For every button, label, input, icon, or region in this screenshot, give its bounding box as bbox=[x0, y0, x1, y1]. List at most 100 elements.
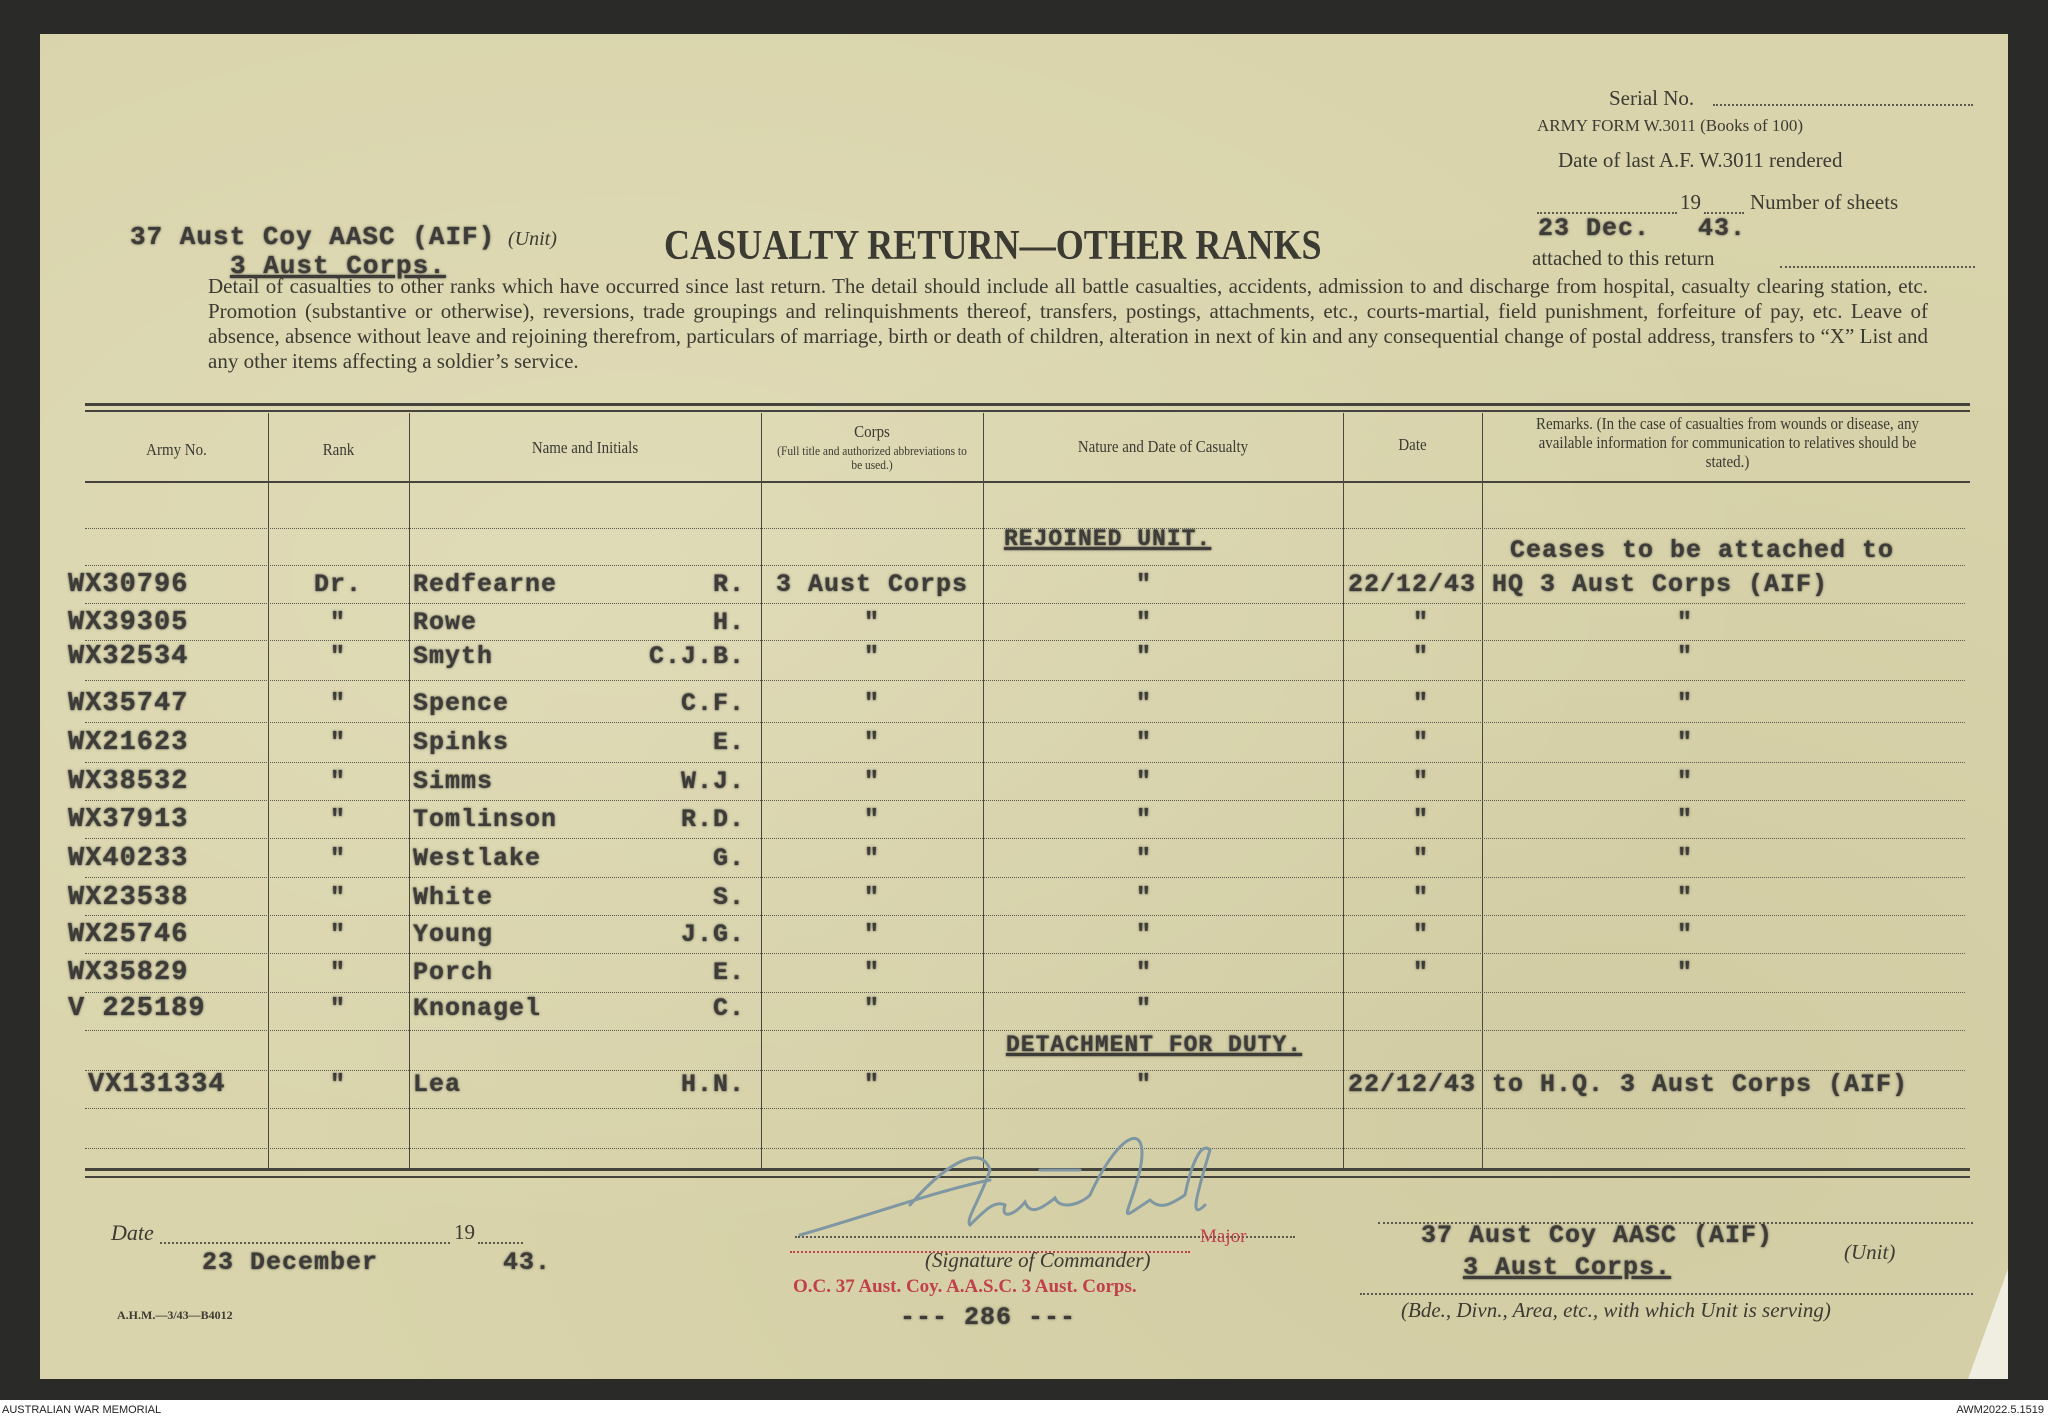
date-last-value: 23 Dec. 43. bbox=[1538, 214, 1747, 243]
signature-label: (Signature of Commander) bbox=[925, 1248, 1151, 1272]
cell-army-no: V 225189 bbox=[68, 994, 206, 1024]
cell-remarks: " bbox=[1676, 642, 1694, 671]
row-dotted-line bbox=[85, 838, 1965, 839]
row-dotted-line bbox=[85, 640, 1965, 641]
table-bottom-rule bbox=[85, 1168, 1970, 1171]
cell-corps: " bbox=[863, 958, 881, 987]
cell-nature: " bbox=[1135, 1070, 1153, 1099]
header-bottom-rule bbox=[85, 481, 1970, 483]
cell-surname: Westlake bbox=[413, 844, 542, 873]
footer-year-value: 43. bbox=[503, 1248, 552, 1277]
caption-left: AUSTRALIAN WAR MEMORIAL bbox=[2, 1404, 162, 1416]
cell-corps: " bbox=[863, 994, 881, 1023]
row-dotted-line bbox=[85, 528, 1965, 529]
row-dotted-line bbox=[85, 915, 1965, 916]
cell-corps: " bbox=[863, 844, 881, 873]
section-detachment-for-duty: DETACHMENT FOR DUTY. bbox=[1006, 1032, 1303, 1058]
cell-corps: " bbox=[863, 1070, 881, 1099]
cell-initials: C.F. bbox=[680, 689, 745, 718]
cell-remarks: " bbox=[1676, 958, 1694, 987]
cell-rank: " bbox=[329, 883, 347, 912]
row-dotted-line bbox=[85, 1108, 1965, 1109]
cell-initials: R. bbox=[712, 570, 745, 599]
cell-corps: " bbox=[863, 805, 881, 834]
folded-corner bbox=[1968, 1269, 2008, 1379]
rank-stamp: Major bbox=[1200, 1226, 1247, 1247]
table-top-rule bbox=[85, 403, 1970, 406]
column-divider bbox=[268, 413, 269, 1168]
cell-rank: " bbox=[329, 994, 347, 1023]
serial-label: Serial No. bbox=[1609, 86, 1695, 110]
cell-nature: " bbox=[1135, 805, 1153, 834]
cell-surname: Rowe bbox=[413, 608, 478, 637]
footer-date-label: Date bbox=[111, 1220, 154, 1245]
cell-initials: S. bbox=[712, 883, 745, 912]
cell-remarks: " bbox=[1676, 689, 1694, 718]
cell-army-no: WX37913 bbox=[68, 805, 189, 835]
caption-bar: AUSTRALIAN WAR MEMORIAL AWM2022.5.1519 bbox=[0, 1402, 2048, 1420]
column-divider bbox=[409, 413, 410, 1168]
cell-date: " bbox=[1412, 883, 1430, 912]
unit-label: (Unit) bbox=[508, 228, 557, 250]
header-corps: Corps bbox=[854, 422, 890, 441]
cell-surname: Spinks bbox=[413, 728, 510, 757]
cell-date: 22/12/43 bbox=[1348, 570, 1477, 599]
cell-date: " bbox=[1412, 920, 1430, 949]
cell-nature: " bbox=[1135, 689, 1153, 718]
table-bottom-rule-inner bbox=[85, 1176, 1970, 1178]
cell-initials: W.J. bbox=[680, 767, 745, 796]
cell-date: " bbox=[1412, 767, 1430, 796]
footer-year-dotted-line bbox=[478, 1242, 523, 1244]
cell-surname: Smyth bbox=[413, 642, 494, 671]
caption-right: AWM2022.5.1519 bbox=[1956, 1404, 2044, 1416]
cell-date: " bbox=[1412, 958, 1430, 987]
row-dotted-line bbox=[85, 1030, 1965, 1031]
footer-unit-sub-value: 3 Aust Corps. bbox=[1463, 1253, 1672, 1282]
cell-corps: " bbox=[863, 883, 881, 912]
remarks-first-line: Ceases to be attached to bbox=[1510, 536, 1895, 565]
header-name: Name and Initials bbox=[531, 438, 639, 457]
cell-surname: Tomlinson bbox=[413, 805, 558, 834]
cell-surname: Simms bbox=[413, 767, 494, 796]
cell-initials: H. bbox=[712, 608, 745, 637]
signature-dotted-line bbox=[795, 1236, 1295, 1238]
cell-remarks: to H.Q. 3 Aust Corps (AIF) bbox=[1492, 1070, 1909, 1099]
cell-army-no: WX25746 bbox=[68, 920, 189, 950]
cell-date: " bbox=[1412, 728, 1430, 757]
army-form-w3011 bbox=[40, 34, 2008, 1379]
row-dotted-line bbox=[85, 877, 1965, 878]
army-form-number: ARMY FORM W.3011 (Books of 100) bbox=[1537, 116, 1804, 135]
stamp-dotted-line bbox=[790, 1251, 1190, 1253]
header-nature: Nature and Date of Casualty bbox=[1077, 437, 1249, 456]
oc-stamp: O.C. 37 Aust. Coy. A.A.S.C. 3 Aust. Corp… bbox=[793, 1276, 1137, 1297]
footer-date-value: 23 December bbox=[202, 1248, 379, 1277]
cell-date: " bbox=[1412, 608, 1430, 637]
cell-corps: " bbox=[863, 608, 881, 637]
cell-nature: " bbox=[1135, 844, 1153, 873]
table-top-rule-inner bbox=[85, 410, 1970, 412]
column-divider bbox=[761, 413, 762, 1168]
cell-corps: 3 Aust Corps bbox=[775, 570, 969, 599]
cell-date: " bbox=[1412, 642, 1430, 671]
cell-army-no: WX30796 bbox=[68, 570, 189, 600]
cell-initials: G. bbox=[712, 844, 745, 873]
cell-rank: " bbox=[329, 767, 347, 796]
cell-initials: J.G. bbox=[680, 920, 745, 949]
row-dotted-line bbox=[85, 800, 1965, 801]
print-code: A.H.M.—3/43—B4012 bbox=[117, 1308, 233, 1322]
cell-surname: Redfearne bbox=[413, 570, 558, 599]
footer-unit-dotted-line bbox=[1378, 1222, 1973, 1224]
cell-date: " bbox=[1412, 805, 1430, 834]
header-remarks: Remarks. (In the case of casualties from… bbox=[1535, 414, 1920, 471]
serial-dotted-line bbox=[1713, 104, 1973, 106]
cell-army-no: WX35747 bbox=[68, 689, 189, 719]
cell-initials: C.J.B. bbox=[648, 642, 745, 671]
cell-remarks: " bbox=[1676, 767, 1694, 796]
cell-army-no: VX131334 bbox=[88, 1070, 226, 1100]
row-dotted-line bbox=[85, 1070, 1965, 1071]
cell-rank: Dr. bbox=[313, 570, 363, 599]
cell-remarks: HQ 3 Aust Corps (AIF) bbox=[1492, 570, 1829, 599]
footer-unit-label: (Unit) bbox=[1844, 1240, 1896, 1264]
cell-corps: " bbox=[863, 728, 881, 757]
column-divider bbox=[1343, 413, 1344, 1168]
